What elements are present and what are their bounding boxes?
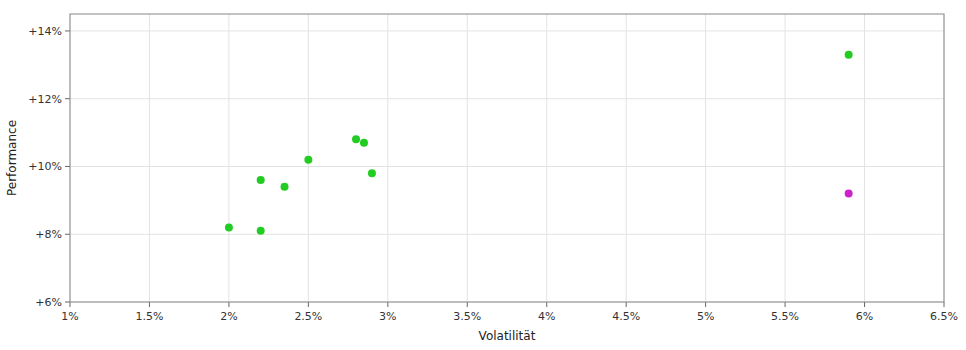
scatter-point: [360, 139, 368, 147]
x-tick: [387, 302, 388, 307]
y-tick-label: +14%: [28, 25, 62, 38]
y-tick: [65, 166, 70, 167]
chart: 1% 1.5% 2% 2.5% 3% 3.5% 4% 4.5% 5% 5.5% 6% 6.5% +6% +…: [0, 0, 966, 350]
x-tick: [467, 302, 468, 307]
y-axis-label: Performance: [5, 120, 19, 196]
x-tick: [149, 302, 150, 307]
x-grid-line: [546, 14, 547, 302]
y-tick-label: +12%: [28, 93, 62, 106]
scatter-point: [845, 51, 853, 59]
scatter-point: [352, 135, 360, 143]
x-grid-line: [467, 14, 468, 302]
x-grid-line: [705, 14, 706, 302]
x-tick-label: 3%: [379, 310, 396, 323]
x-grid-line: [864, 14, 865, 302]
y-tick: [65, 302, 70, 303]
x-tick: [864, 302, 865, 307]
x-tick-label: 2.5%: [294, 310, 322, 323]
axes: 1% 1.5% 2% 2.5% 3% 3.5% 4% 4.5% 5% 5.5% 6% 6.5% +6% +…: [28, 14, 958, 323]
scatter-point: [368, 169, 376, 177]
y-tick-label: +6%: [35, 296, 62, 309]
grid: [70, 14, 944, 302]
x-tick: [308, 302, 309, 307]
x-tick-label: 6%: [856, 310, 873, 323]
x-tick: [626, 302, 627, 307]
series: [845, 190, 853, 198]
y-grid-line: [70, 234, 944, 235]
x-axis-label: Volatilität: [479, 329, 536, 343]
x-grid-line: [228, 14, 229, 302]
plot-background: [70, 14, 944, 302]
x-tick: [228, 302, 229, 307]
y-tick-label: +8%: [35, 228, 62, 241]
scatter-point: [845, 190, 853, 198]
x-tick-label: 6.5%: [930, 310, 958, 323]
chart-container: 1% 1.5% 2% 2.5% 3% 3.5% 4% 4.5% 5% 5.5% 6% 6.5% +6% +…: [0, 0, 966, 350]
x-grid-line: [387, 14, 388, 302]
x-tick: [705, 302, 706, 307]
x-tick-label: 3.5%: [453, 310, 481, 323]
y-grid-line: [70, 30, 944, 31]
series: [225, 51, 853, 235]
y-grid-line: [70, 166, 944, 167]
scatter-point: [257, 176, 265, 184]
y-tick-label: +10%: [28, 160, 62, 173]
x-tick: [785, 302, 786, 307]
data-points: [225, 51, 853, 235]
x-tick-label: 1.5%: [135, 310, 163, 323]
plot-frame: [70, 14, 944, 302]
x-tick-label: 4.5%: [612, 310, 640, 323]
x-tick-label: 2%: [220, 310, 237, 323]
x-grid-line: [149, 14, 150, 302]
scatter-point: [225, 223, 233, 231]
x-tick-label: 5%: [697, 310, 714, 323]
y-tick: [65, 30, 70, 31]
x-tick-label: 5.5%: [771, 310, 799, 323]
scatter-point: [304, 156, 312, 164]
x-tick: [944, 302, 945, 307]
x-tick: [546, 302, 547, 307]
y-tick: [65, 98, 70, 99]
x-tick: [70, 302, 71, 307]
x-grid-line: [785, 14, 786, 302]
x-tick-label: 1%: [61, 310, 78, 323]
scatter-point: [257, 227, 265, 235]
y-tick: [65, 234, 70, 235]
x-grid-line: [626, 14, 627, 302]
x-tick-label: 4%: [538, 310, 555, 323]
scatter-point: [281, 183, 289, 191]
y-grid-line: [70, 98, 944, 99]
